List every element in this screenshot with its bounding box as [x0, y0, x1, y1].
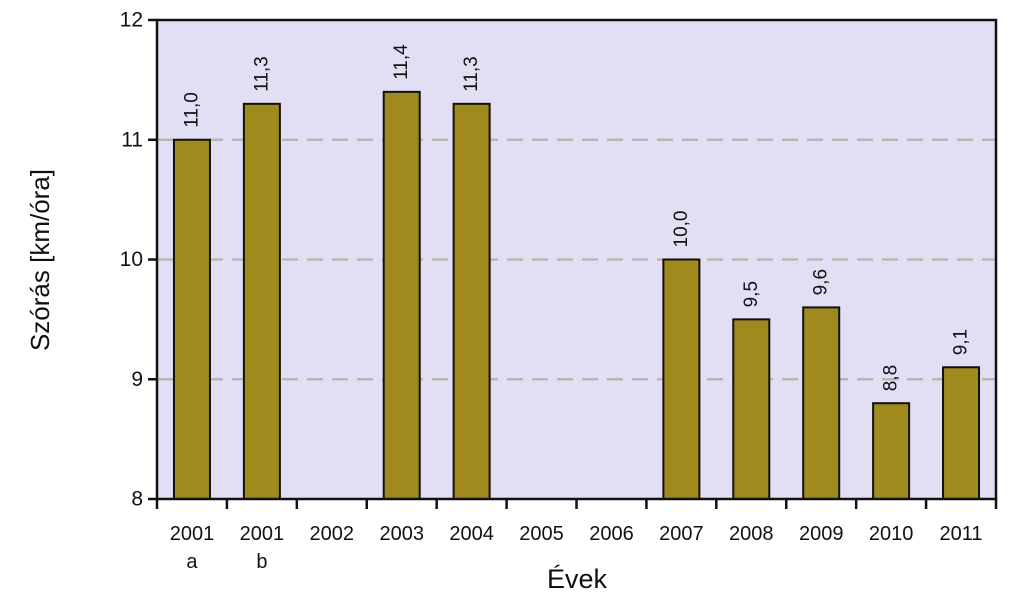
grid-lines: [157, 138, 996, 381]
x-tick-label: 2003: [379, 523, 424, 545]
y-tick-label: 9: [131, 368, 143, 391]
x-tick-label: 2005: [519, 523, 564, 545]
bar: [942, 366, 981, 500]
data-label: 10,0: [671, 211, 692, 248]
data-label: 9,1: [951, 329, 972, 355]
axes: 8 9 10 11 12 2001 a 2001 b 2002 2003 2004 2005 2006 20…: [120, 9, 998, 573]
data-label: 9,6: [811, 269, 832, 295]
data-label: 9,5: [741, 281, 762, 307]
x-tick-label: 2007: [659, 523, 704, 545]
data-label: 11,3: [461, 56, 482, 92]
x-tick-label: 2009: [799, 523, 844, 545]
data-label: 11,0: [181, 92, 202, 128]
data-label: 11,4: [391, 44, 412, 80]
data-label: 11,3: [251, 56, 272, 92]
x-tick-label: 2001: [240, 523, 285, 545]
x-tick-label: 2006: [589, 523, 634, 545]
y-axis-label: Szórás [km/óra]: [25, 169, 55, 351]
bar: [662, 258, 701, 500]
bar: [382, 90, 421, 500]
data-label: 8,8: [881, 365, 902, 391]
x-tick-sublabel: a: [186, 551, 198, 573]
bar: [172, 138, 211, 500]
bar: [242, 102, 281, 500]
x-axis-label: Évek: [547, 564, 608, 594]
bar: [732, 318, 771, 500]
x-tick-label: 2008: [729, 523, 774, 545]
x-tick-label: 2002: [310, 523, 355, 545]
x-tick-label: 2011: [940, 523, 983, 545]
bar: [872, 402, 911, 501]
bar: [802, 306, 841, 500]
y-tick-label: 11: [121, 128, 143, 151]
x-tick-label: 2004: [449, 523, 494, 545]
x-tick-label: 2001: [170, 523, 215, 545]
x-tick-sublabel: b: [256, 551, 267, 573]
y-tick-label: 8: [131, 488, 143, 511]
x-tick-label: 2010: [869, 523, 914, 545]
bar: [452, 102, 491, 500]
y-tick-label: 10: [120, 248, 143, 271]
y-tick-label: 12: [120, 9, 143, 32]
data-labels: 11,0 11,3 11,4 11,3 10,0 9,5 9,6 8,8 9,1: [181, 44, 971, 391]
